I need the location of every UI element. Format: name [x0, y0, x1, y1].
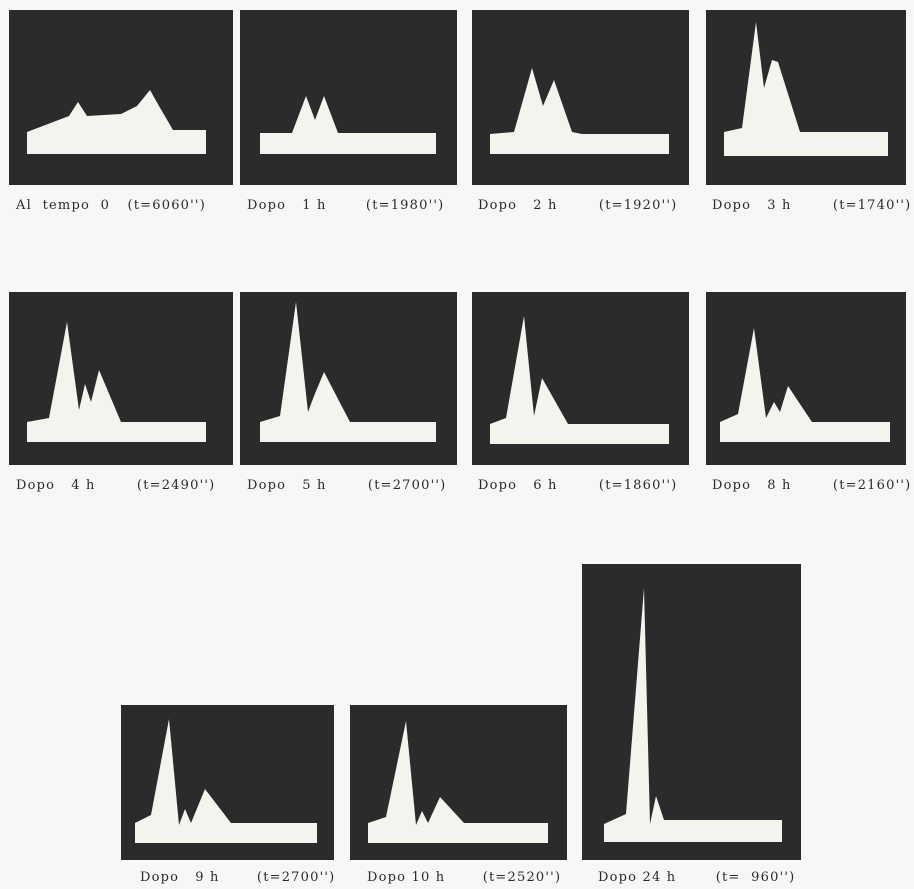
caption-4h: Dopo 4 h (t=2490'')	[16, 478, 215, 493]
densitometer-trace	[260, 96, 436, 154]
caption-1h: Dopo 1 h (t=1980'')	[247, 198, 444, 213]
trace-panel-2h	[472, 10, 689, 185]
trace-panel-4h	[9, 292, 233, 465]
caption-time: (t=2490'')	[136, 478, 216, 493]
caption-time: (t=2700'')	[256, 870, 336, 885]
densitometer-trace	[490, 68, 669, 154]
trace-panel-9h	[121, 705, 334, 860]
densitometer-trace	[490, 316, 669, 444]
trace-panel-0h	[9, 10, 233, 185]
caption-label: Al tempo 0	[16, 198, 111, 213]
caption-24h: Dopo 24 h (t= 960'')	[598, 870, 795, 885]
caption-label: Dopo 9 h	[140, 870, 220, 885]
caption-time: (t=6060'')	[127, 198, 206, 213]
caption-time: (t=2160'')	[832, 478, 912, 493]
caption-time: (t=2700'')	[367, 478, 447, 493]
caption-label: Dopo 5 h	[247, 478, 327, 493]
caption-9h: Dopo 9 h (t=2700'')	[140, 870, 335, 885]
caption-time: (t=1860'')	[598, 478, 678, 493]
caption-time: (t=2520'')	[482, 870, 562, 885]
trace-panel-1h	[240, 10, 457, 185]
densitometer-trace	[135, 719, 317, 843]
caption-label: Dopo 3 h	[712, 198, 792, 213]
densitometer-trace	[260, 302, 436, 442]
densitometer-trace	[724, 22, 888, 156]
caption-time: (t=1920'')	[598, 198, 678, 213]
caption-8h: Dopo 8 h (t=2160'')	[712, 478, 911, 493]
trace-panel-6h	[472, 292, 689, 465]
trace-panel-10h	[350, 705, 567, 860]
caption-5h: Dopo 5 h (t=2700'')	[247, 478, 446, 493]
caption-3h: Dopo 3 h (t=1740'')	[712, 198, 911, 213]
caption-label: Dopo 10 h	[367, 870, 446, 885]
caption-label: Dopo 24 h	[598, 870, 677, 885]
densitometer-trace	[27, 90, 206, 154]
caption-10h: Dopo 10 h (t=2520'')	[367, 870, 561, 885]
caption-2h: Dopo 2 h (t=1920'')	[478, 198, 677, 213]
densitometer-trace	[604, 588, 782, 842]
caption-time: (t=1980'')	[365, 198, 445, 213]
trace-panel-24h	[582, 564, 801, 860]
caption-label: Dopo 1 h	[247, 198, 327, 213]
densitometer-trace	[27, 322, 206, 442]
caption-6h: Dopo 6 h (t=1860'')	[478, 478, 677, 493]
caption-0h: Al tempo 0 (t=6060'')	[16, 198, 206, 213]
densitometer-trace	[368, 721, 548, 843]
trace-panel-3h	[706, 10, 906, 185]
caption-label: Dopo 6 h	[478, 478, 558, 493]
caption-time: (t=1740'')	[832, 198, 912, 213]
densitometer-trace	[720, 328, 890, 442]
caption-label: Dopo 8 h	[712, 478, 792, 493]
caption-label: Dopo 4 h	[16, 478, 96, 493]
trace-panel-8h	[706, 292, 906, 465]
trace-panel-5h	[240, 292, 457, 465]
caption-time: (t= 960'')	[715, 870, 796, 885]
caption-label: Dopo 2 h	[478, 198, 558, 213]
